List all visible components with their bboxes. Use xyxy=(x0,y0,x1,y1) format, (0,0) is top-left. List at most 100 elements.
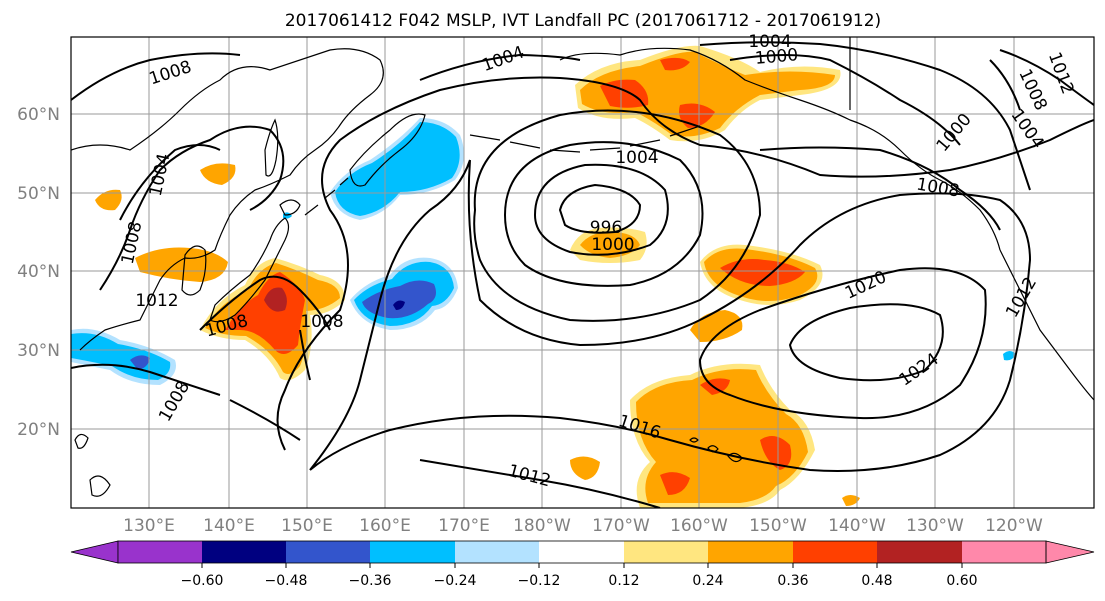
colorbar-tick-label: 0.36 xyxy=(777,573,808,589)
contour-label: 1012 xyxy=(135,291,178,311)
colorbar-swatch xyxy=(202,541,286,563)
contour-1020 xyxy=(698,267,987,420)
colorbar-swatch xyxy=(624,541,708,563)
lon-label: 120°W xyxy=(985,516,1043,536)
colorbar-tick-labels: −0.60 −0.48 −0.36 −0.24 −0.12 0.12 0.24 … xyxy=(181,573,978,589)
coast-aleutians xyxy=(469,125,701,153)
colorbar-swatch xyxy=(118,541,202,563)
lon-label: 170°E xyxy=(438,516,490,536)
colorbar-swatch xyxy=(370,541,455,563)
shade-hawaii-red xyxy=(660,378,792,495)
colorbar-swatch xyxy=(455,541,539,563)
lon-label: 160°E xyxy=(359,516,411,536)
lon-label: 140°W xyxy=(828,516,886,536)
contour-1008-japan xyxy=(199,275,331,381)
shade-alaska-orange xyxy=(580,51,835,137)
colorbar-outline xyxy=(117,540,1047,564)
contour-1004-low xyxy=(503,141,704,287)
shade-alaska-red xyxy=(600,57,715,128)
contour-996 xyxy=(558,183,642,234)
contour-label: 1008 xyxy=(300,312,343,332)
colorbar-tick-label: −0.60 xyxy=(181,573,224,589)
lon-label: 150°E xyxy=(281,516,333,536)
map-frame xyxy=(70,36,1095,509)
colorbar-low-extend xyxy=(70,540,119,564)
colorbar: −0.60 −0.48 −0.36 −0.24 −0.12 0.12 0.24 … xyxy=(70,540,1095,589)
lat-label: 30°N xyxy=(17,341,60,361)
coast-asia xyxy=(71,48,384,351)
coast-kamchatka xyxy=(349,113,426,187)
contour-label: 1000 xyxy=(754,45,799,69)
coast-na-west xyxy=(999,249,1094,401)
contour-1024 xyxy=(788,303,944,382)
colorbar-tick-label: −0.12 xyxy=(518,573,561,589)
coast-japan xyxy=(209,217,290,323)
colorbar-swatch xyxy=(708,541,793,563)
shade-pac40-blue xyxy=(362,280,436,319)
contour-1008-ak2 xyxy=(989,59,1021,111)
colorbar-tick-label: 0.60 xyxy=(946,573,977,589)
mslp-contours xyxy=(71,41,1094,508)
shade-hawaii-orange xyxy=(636,369,808,503)
colorbar-tick-label: 0.12 xyxy=(608,573,639,589)
contour-label: 1000 xyxy=(591,235,634,255)
contour-1004-north xyxy=(419,53,581,81)
contour-label: 1004 xyxy=(748,32,791,52)
shade-midpac-red xyxy=(720,259,805,286)
gridlines xyxy=(71,37,1094,508)
contour-1000 xyxy=(533,163,669,256)
lat-label: 20°N xyxy=(17,420,60,440)
lat-label: 60°N xyxy=(17,105,60,125)
shade-china-orange-3 xyxy=(200,163,236,185)
contour-1012-south xyxy=(419,459,661,508)
coastlines xyxy=(71,37,1094,497)
colorbar-swatch xyxy=(877,541,962,563)
lon-label: 150°W xyxy=(749,516,807,536)
coast-hokkaido xyxy=(279,199,301,216)
coast-alaska xyxy=(559,47,1001,251)
shade-japan-red xyxy=(225,272,305,354)
contour-1004-ak xyxy=(699,41,1031,191)
colorbar-swatch xyxy=(286,541,370,563)
shade-pac40-navy xyxy=(393,300,405,310)
colorbar-tick-label: −0.24 xyxy=(434,573,477,589)
lat-label: 40°N xyxy=(17,262,60,282)
colorbar-tick-label: 0.48 xyxy=(861,573,892,589)
lon-label: 170°W xyxy=(592,516,650,536)
shade-japan-darkred xyxy=(264,287,287,312)
colorbar-tick-label: 0.24 xyxy=(692,573,723,589)
contour-1012-big xyxy=(276,76,1094,451)
lat-label: 50°N xyxy=(17,184,60,204)
colorbar-swatch xyxy=(793,541,877,563)
lon-label: 130°W xyxy=(906,516,964,536)
colorbar-tick-label: −0.48 xyxy=(265,573,308,589)
colorbar-high-extend xyxy=(1045,540,1095,564)
contour-1000-ak xyxy=(729,54,961,146)
colorbar-swatch xyxy=(539,541,624,563)
latitude-labels: 60°N 50°N 40°N 30°N 20°N xyxy=(17,105,60,440)
coast-kurils xyxy=(304,177,349,216)
longitude-labels: 130°E 140°E 150°E 160°E 170°E 180°W 170°… xyxy=(123,516,1043,536)
shade-20n-orange xyxy=(570,456,600,480)
coast-philippines xyxy=(74,433,111,497)
shade-sw-cyan xyxy=(71,333,171,380)
coast-korea xyxy=(181,245,207,296)
lon-label: 160°W xyxy=(670,516,728,536)
shade-china-orange-1 xyxy=(95,189,122,211)
lon-label: 180°W xyxy=(513,516,571,536)
shade-se-orange xyxy=(842,495,860,506)
contour-1008-north xyxy=(71,52,241,101)
colorbar-ticks xyxy=(201,563,963,568)
lon-label: 140°E xyxy=(203,516,255,536)
contour-1008-low xyxy=(473,109,762,322)
contour-label: 1004 xyxy=(615,148,658,168)
contour-1016 xyxy=(309,159,1032,472)
lon-label: 130°E xyxy=(123,516,175,536)
contour-1004-china xyxy=(119,144,221,221)
shade-east-cyan xyxy=(1003,351,1016,361)
shade-sw-blue xyxy=(130,355,150,370)
contour-1008-china xyxy=(99,125,285,291)
contour-label: 996 xyxy=(590,218,622,238)
contour-1008-ak xyxy=(759,146,1001,231)
contour-1012-ak xyxy=(999,49,1094,106)
